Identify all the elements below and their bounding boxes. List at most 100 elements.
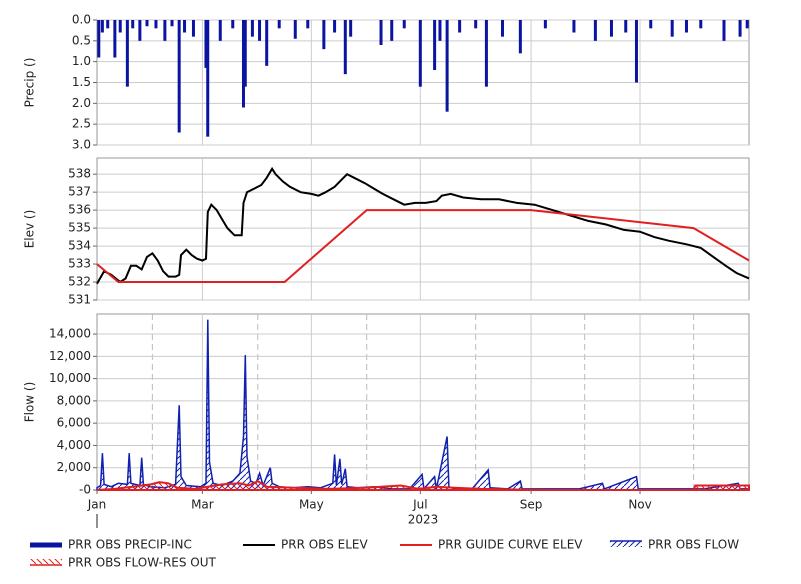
bar <box>204 20 208 68</box>
y-tick-label: 2,000 <box>57 460 91 474</box>
bar <box>100 20 104 33</box>
bar <box>438 20 442 41</box>
bar <box>243 20 247 87</box>
legend-label: PRR OBS FLOW-RES OUT <box>68 556 217 570</box>
y-tick-label: 10,000 <box>49 371 91 385</box>
bar <box>206 20 210 137</box>
y-tick-label: 1.5 <box>72 75 91 89</box>
bar <box>349 20 353 37</box>
bar <box>163 20 167 41</box>
bar <box>145 20 149 27</box>
legend-label: PRR OBS FLOW <box>648 538 739 552</box>
bar <box>722 20 726 41</box>
bar <box>684 20 688 33</box>
y-tick-label: 2.5 <box>72 117 91 131</box>
bar <box>593 20 597 41</box>
bar <box>183 20 187 33</box>
bar <box>624 20 628 33</box>
y-tick-label: 0.5 <box>72 33 91 47</box>
y-axis-label: Flow () <box>23 382 37 423</box>
y-tick-label: 0.0 <box>72 13 91 27</box>
bar <box>306 20 310 29</box>
bar <box>258 20 262 41</box>
y-axis-label: Precip () <box>23 58 37 108</box>
x-tick-label: Sep <box>520 498 543 512</box>
bar <box>106 20 110 29</box>
bar <box>277 20 281 29</box>
bar <box>500 20 504 37</box>
bar <box>649 20 653 29</box>
bar <box>445 20 449 112</box>
bar <box>322 20 326 50</box>
series-line <box>96 209 750 283</box>
plot-area <box>96 157 750 301</box>
bar <box>131 20 135 29</box>
y-tick-label: -0 <box>79 483 91 497</box>
bar <box>241 20 245 108</box>
bar <box>458 20 462 33</box>
bar <box>609 20 613 37</box>
x-tick-label: Jan <box>87 498 107 512</box>
bar <box>293 20 297 39</box>
y-tick-label: 3.0 <box>72 138 91 152</box>
legend-label: PRR OBS PRECIP-INC <box>68 538 192 552</box>
bar <box>745 20 749 29</box>
bar <box>572 20 576 33</box>
bar <box>402 20 406 29</box>
bar <box>265 20 269 66</box>
x-tick-label: May <box>299 498 324 512</box>
x-tick-label: Jul <box>412 498 427 512</box>
y-tick-label: 12,000 <box>49 349 91 363</box>
bar <box>738 20 742 37</box>
y-tick-label: 2.0 <box>72 96 91 110</box>
y-tick-label: 531 <box>68 293 91 307</box>
bar <box>118 20 122 33</box>
bar <box>474 20 478 29</box>
bar <box>170 20 174 27</box>
bar <box>231 20 235 29</box>
bar <box>97 20 101 58</box>
bar <box>218 20 222 41</box>
legend-swatch <box>30 559 62 565</box>
x-axis-label: 2023 <box>408 513 439 527</box>
y-tick-label: 538 <box>68 167 91 181</box>
legend-label: PRR GUIDE CURVE ELEV <box>438 538 583 552</box>
y-tick-label: 533 <box>68 257 91 271</box>
bar <box>543 20 547 29</box>
bar <box>113 20 117 58</box>
bar <box>433 20 437 70</box>
bar <box>418 20 422 87</box>
bar <box>191 20 195 37</box>
bar <box>125 20 129 87</box>
y-tick-label: 6,000 <box>57 416 91 430</box>
bar <box>379 20 383 45</box>
bar <box>177 20 181 133</box>
x-tick-label: Nov <box>628 498 651 512</box>
y-tick-label: 537 <box>68 185 91 199</box>
bar <box>333 20 337 33</box>
bar <box>343 20 347 75</box>
x-tick-label: Mar <box>191 498 214 512</box>
y-tick-label: 536 <box>68 203 91 217</box>
y-tick-label: 8,000 <box>57 393 91 407</box>
y-axis-label: Elev () <box>23 210 37 249</box>
y-tick-label: 535 <box>68 221 91 235</box>
bar <box>390 20 394 41</box>
bar <box>699 20 703 29</box>
bar <box>154 20 158 29</box>
bar <box>138 20 142 41</box>
y-tick-label: 14,000 <box>49 327 91 341</box>
y-tick-label: 534 <box>68 239 91 253</box>
bar <box>634 20 638 83</box>
bar <box>518 20 522 54</box>
legend-swatch <box>610 541 642 547</box>
y-tick-label: 1.0 <box>72 54 91 68</box>
plot-area <box>96 313 750 491</box>
y-tick-label: 4,000 <box>57 438 91 452</box>
bar <box>484 20 488 87</box>
bar <box>250 20 254 37</box>
bar <box>670 20 674 37</box>
flow-area <box>96 479 750 491</box>
y-tick-label: 532 <box>68 275 91 289</box>
